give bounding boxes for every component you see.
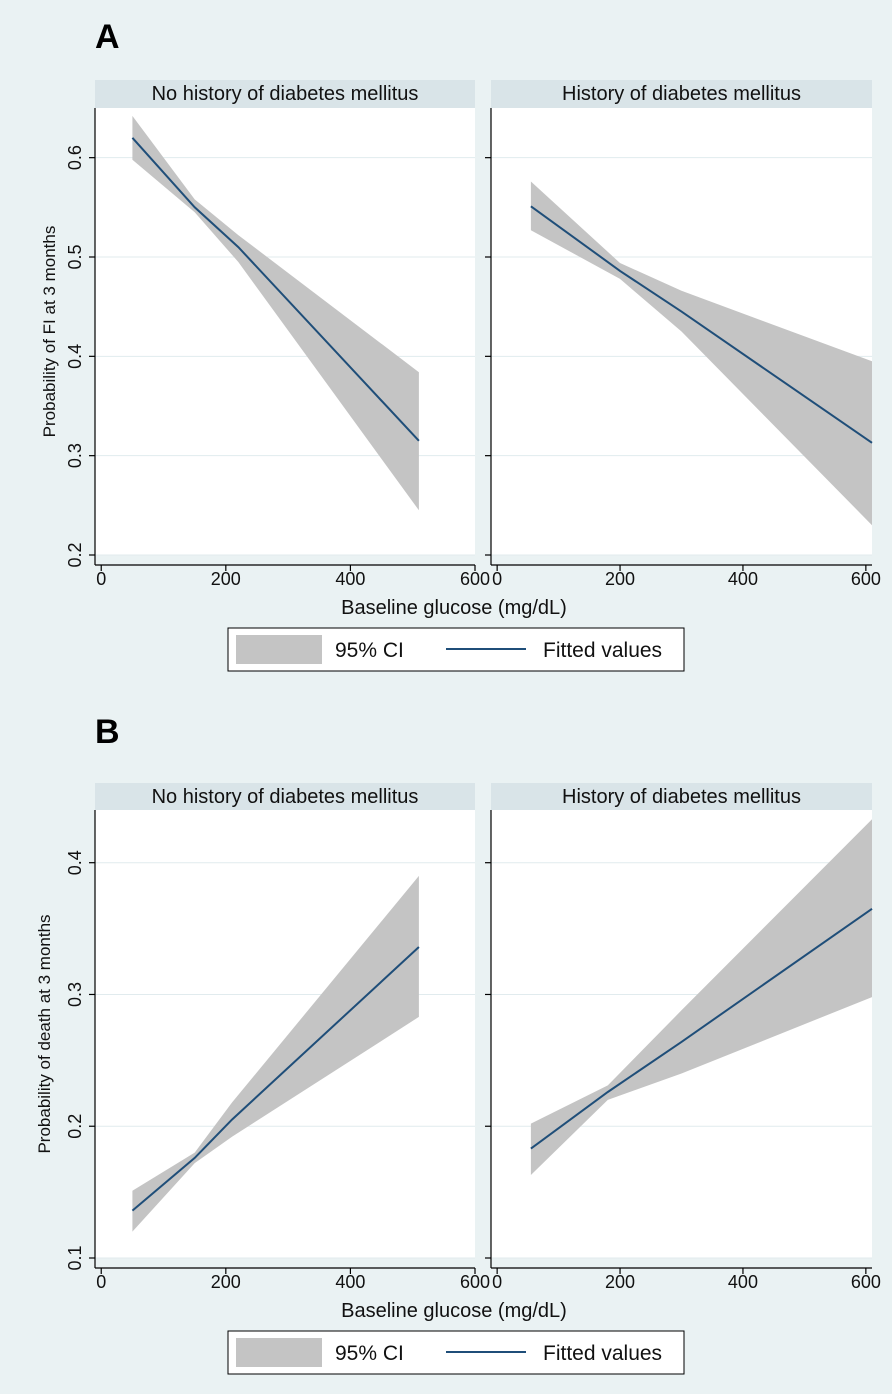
x-tick-label: 200 [211, 569, 241, 589]
strip-title: No history of diabetes mellitus [152, 786, 419, 808]
x-tick-label: 0 [492, 569, 502, 589]
legend-label-ci: 95% CI [335, 639, 404, 662]
x-tick-label: 200 [211, 1272, 241, 1292]
x-tick-label: 200 [605, 569, 635, 589]
strip-header [491, 783, 872, 810]
legend-swatch-ci [236, 635, 322, 664]
legend-label-ci: 95% CI [335, 1342, 404, 1365]
y-tick-label: 0.2 [65, 542, 85, 567]
chart-panel-b: B No history of diabetes mellitus 0 200 400 6… [35, 713, 881, 1375]
y-tick-label: 0.4 [65, 850, 85, 875]
fitted-line [530, 205, 873, 444]
strip-header [491, 80, 872, 108]
legend: 95% CI Fitted values [227, 1330, 685, 1375]
strip-header [95, 783, 475, 810]
strip-title: History of diabetes mellitus [562, 786, 801, 808]
y-tick-label: 0.4 [65, 344, 85, 369]
fitted-line [530, 907, 873, 1150]
x-tick-label: 400 [335, 1272, 365, 1292]
x-tick-label: 0 [492, 1272, 502, 1292]
subplot-history: History of diabetes mellitus 0 200 400 600 [485, 80, 881, 589]
ci-band [132, 875, 419, 1232]
panel-letter: A [95, 18, 120, 56]
x-tick-label: 400 [728, 1272, 758, 1292]
legend: 95% CI Fitted values [227, 627, 685, 672]
y-tick-label: 0.6 [65, 145, 85, 170]
panel-letter: B [95, 713, 120, 751]
subplot-no-history: No history of diabetes mellitus 0 200 400 60… [65, 783, 490, 1292]
strip-title: History of diabetes mellitus [562, 83, 801, 105]
legend-swatch-ci [236, 1338, 322, 1367]
y-axis-title: Probability of FI at 3 months [40, 226, 59, 438]
strip-header [95, 80, 475, 108]
y-tick-label: 0.1 [65, 1245, 85, 1270]
y-tick-label: 0.2 [65, 1114, 85, 1139]
fitted-line [131, 137, 420, 442]
x-tick-label: 0 [96, 1272, 106, 1292]
x-tick-label: 200 [605, 1272, 635, 1292]
y-tick-label: 0.3 [65, 443, 85, 468]
y-axis-title: Probability of death at 3 months [35, 914, 54, 1153]
subplot-no-history: No history of diabetes mellitus 0 200 400 60… [65, 80, 490, 589]
legend-label-line: Fitted values [543, 1342, 662, 1365]
x-tick-label: 400 [335, 569, 365, 589]
chart-panel-a: A No history of diabetes mellitus 0 200 400 6… [40, 18, 881, 672]
fitted-line [131, 946, 420, 1212]
legend-label-line: Fitted values [543, 639, 662, 662]
x-tick-label: 600 [851, 1272, 881, 1292]
y-tick-label: 0.5 [65, 244, 85, 269]
x-tick-label: 400 [728, 569, 758, 589]
subplot-history: History of diabetes mellitus 0 200 400 600 [485, 783, 881, 1292]
x-tick-label: 0 [96, 569, 106, 589]
x-axis-title: Baseline glucose (mg/dL) [341, 1300, 567, 1322]
x-tick-label: 600 [460, 1272, 490, 1292]
x-tick-label: 600 [460, 569, 490, 589]
x-tick-label: 600 [851, 569, 881, 589]
x-axis-title: Baseline glucose (mg/dL) [341, 597, 567, 619]
y-tick-label: 0.3 [65, 982, 85, 1007]
strip-title: No history of diabetes mellitus [152, 83, 419, 105]
